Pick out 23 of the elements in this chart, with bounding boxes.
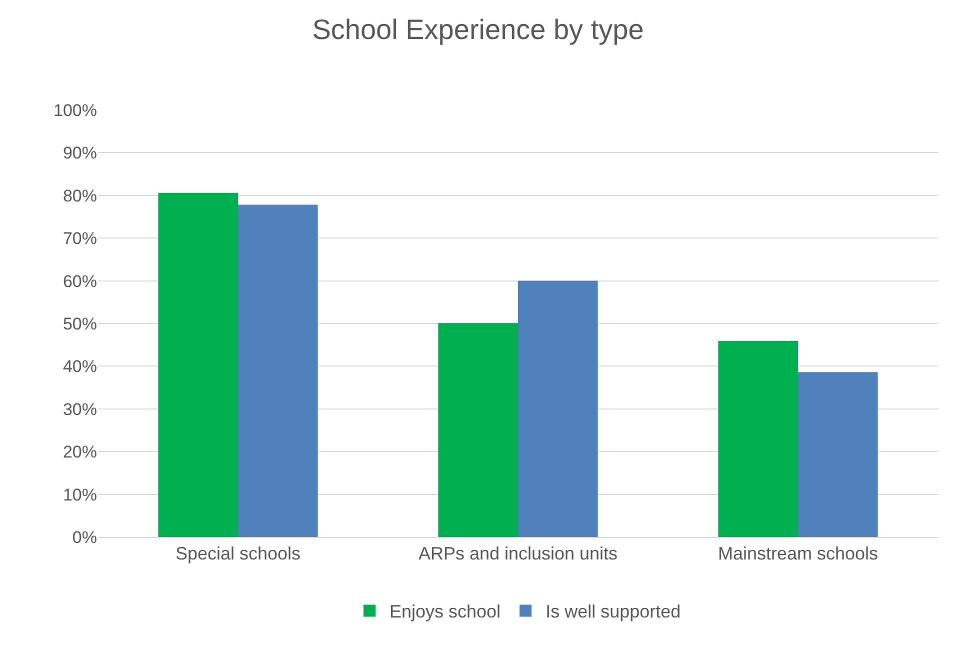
legend-label: Enjoys school	[390, 602, 501, 622]
y-tick-label: 30%	[62, 400, 97, 419]
legend-label: Is well supported	[546, 602, 681, 622]
y-tick-label: 20%	[62, 442, 97, 462]
y-tick-label: 40%	[62, 357, 97, 376]
bar	[718, 341, 798, 537]
x-tick-label: ARPs and inclusion units	[418, 544, 618, 564]
y-tick-label: 60%	[62, 272, 97, 291]
bar	[438, 323, 518, 537]
x-tick-label: Special schools	[175, 544, 301, 564]
bar	[518, 280, 598, 537]
y-tick-label: 0%	[72, 528, 97, 547]
y-tick-label: 100%	[54, 100, 97, 120]
bar	[238, 204, 318, 537]
bar	[798, 372, 878, 537]
chart-title: School Experience by type	[312, 14, 644, 46]
x-tick-label: Mainstream schools	[718, 544, 878, 564]
y-tick-label: 50%	[62, 314, 97, 334]
y-tick-label: 80%	[62, 186, 97, 206]
y-tick-label: 90%	[62, 144, 97, 163]
bar	[158, 192, 238, 537]
y-tick-label: 10%	[62, 485, 97, 504]
y-tick-label: 70%	[62, 229, 97, 248]
